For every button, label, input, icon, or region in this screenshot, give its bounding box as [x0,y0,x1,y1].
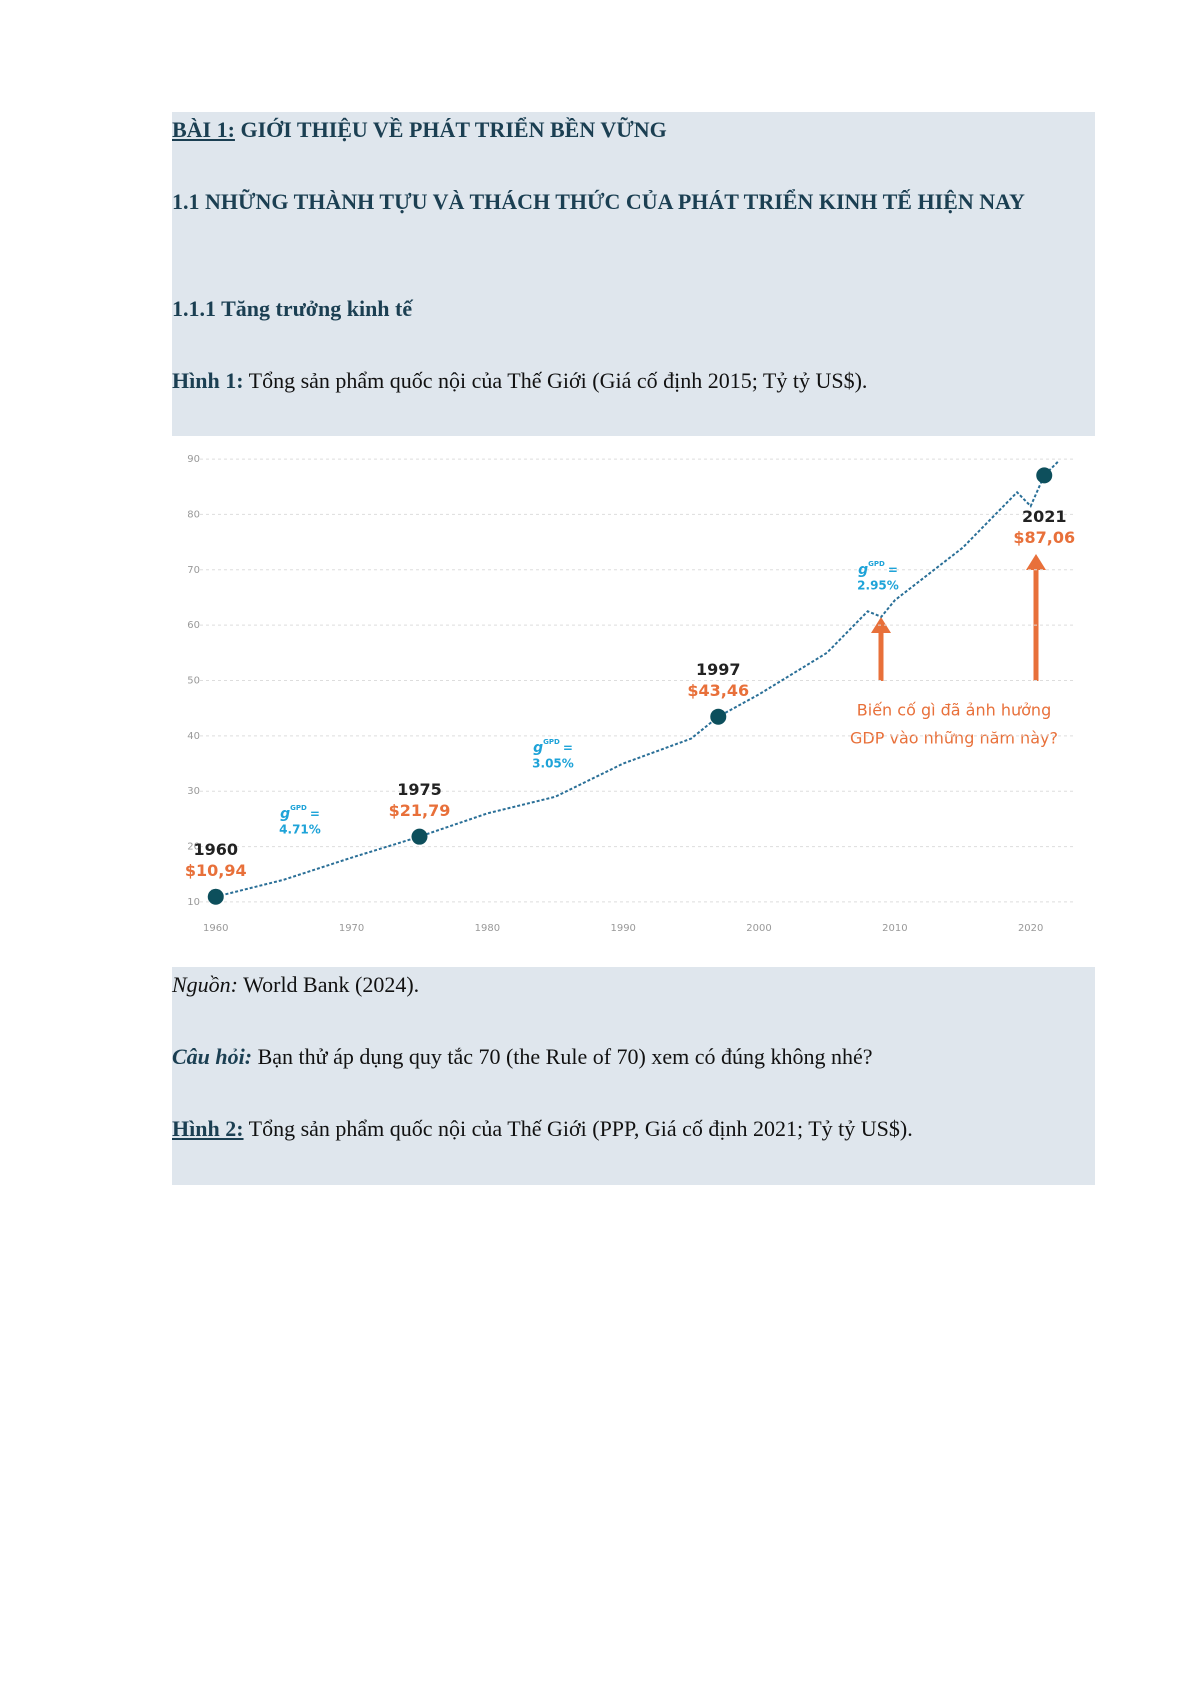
x-tick-label: 2020 [1018,923,1043,934]
growth-annotation: gGPD = [858,560,898,578]
y-tick-label: 10 [187,897,200,908]
y-tick-label: 50 [187,676,200,687]
chart: Biến cố gì đã ảnh hưởng GDP vào những nă… [185,454,1075,934]
lesson-title: BÀI 1: GIỚI THIỆU VỀ PHÁT TRIỂN BỀN VỮNG [172,112,1095,147]
growth-sup: GPD [543,738,560,746]
question: Câu hỏi: Bạn thử áp dụng quy tắc 70 (the… [172,1039,1095,1074]
y-tick-label: 20 [187,842,200,853]
growth-symbol: g [858,562,868,578]
source-label: Nguồn: [172,972,238,997]
gdp-line [215,461,1059,898]
callout: Biến cố gì đã ảnh hưởng [857,701,1051,720]
x-tick-label: 2010 [882,923,907,934]
highlight-year: 1960 [193,840,238,859]
section-heading: 1.1 NHỮNG THÀNH TỰU VÀ THÁCH THỨC CỦA PH… [172,189,1025,214]
x-tick-label: 2000 [746,923,771,934]
x-tick-label: 1960 [203,923,228,934]
figure-label: Hình 1: [172,368,244,393]
figure-caption: Hình 1: Tổng sản phẩm quốc nội của Thế G… [172,363,1095,398]
growth-eq: = [310,807,320,821]
shaded-block [172,967,1095,1185]
y-tick-label: 60 [187,620,200,631]
arrow-head [1026,554,1046,570]
lesson-text: GIỚI THIỆU VỀ PHÁT TRIỂN BỀN VỮNG [240,117,667,142]
growth-symbol: g [533,740,543,756]
caption-text: Tổng sản phẩm quốc nội của Thế Giới (PPP… [248,1116,913,1141]
callout: GDP vào những năm này? [850,729,1058,748]
highlight-year: 1975 [397,780,442,799]
highlight-point [207,888,224,905]
highlight-value: $43,46 [687,681,749,700]
growth-rate: 2.95% [857,579,899,593]
x-tick-label: 1970 [339,923,364,934]
highlight-value: $21,79 [389,801,451,820]
figure-label: Hình 2: [172,1116,244,1141]
highlight-value: $10,94 [185,861,247,880]
caption-text: Tổng sản phẩm quốc nội của Thế Giới (Giá… [248,368,868,393]
growth-eq: = [888,563,898,577]
y-tick-label: 30 [187,786,200,797]
subsection-heading: 1.1.1 Tăng trưởng kinh tế [172,296,413,321]
growth-annotation: gGPD = [280,804,320,822]
y-tick-label: 70 [187,565,200,576]
growth-symbol: g [280,806,290,822]
lesson-label: BÀI 1: [172,117,235,142]
source: Nguồn: World Bank (2024). [172,967,1095,1002]
x-tick-label: 1980 [475,923,500,934]
figure-caption: Hình 2: Tổng sản phẩm quốc nội của Thế G… [172,1111,1095,1146]
y-tick-label: 40 [187,731,200,742]
question-text: Bạn thử áp dụng quy tắc 70 (the Rule of … [257,1044,873,1069]
growth-sup: GPD [290,804,307,812]
question-label: Câu hỏi: [172,1044,253,1069]
growth-rate: 3.05% [532,757,574,771]
y-tick-label: 80 [187,509,200,520]
growth-rate: 4.71% [279,823,321,837]
source-text: World Bank (2024). [243,972,420,997]
highlight-year: 1997 [696,660,741,679]
growth-eq: = [563,741,573,755]
highlight-point [411,828,428,845]
highlight-point [710,708,727,725]
highlight-point [1036,467,1053,484]
shaded-block [172,112,1095,436]
highlight-year: 2021 [1022,507,1067,526]
growth-sup: GPD [868,560,885,568]
highlight-value: $87,06 [1013,528,1075,547]
growth-annotation: gGPD = [533,738,573,756]
y-tick-label: 90 [187,454,200,465]
x-tick-label: 1990 [610,923,635,934]
